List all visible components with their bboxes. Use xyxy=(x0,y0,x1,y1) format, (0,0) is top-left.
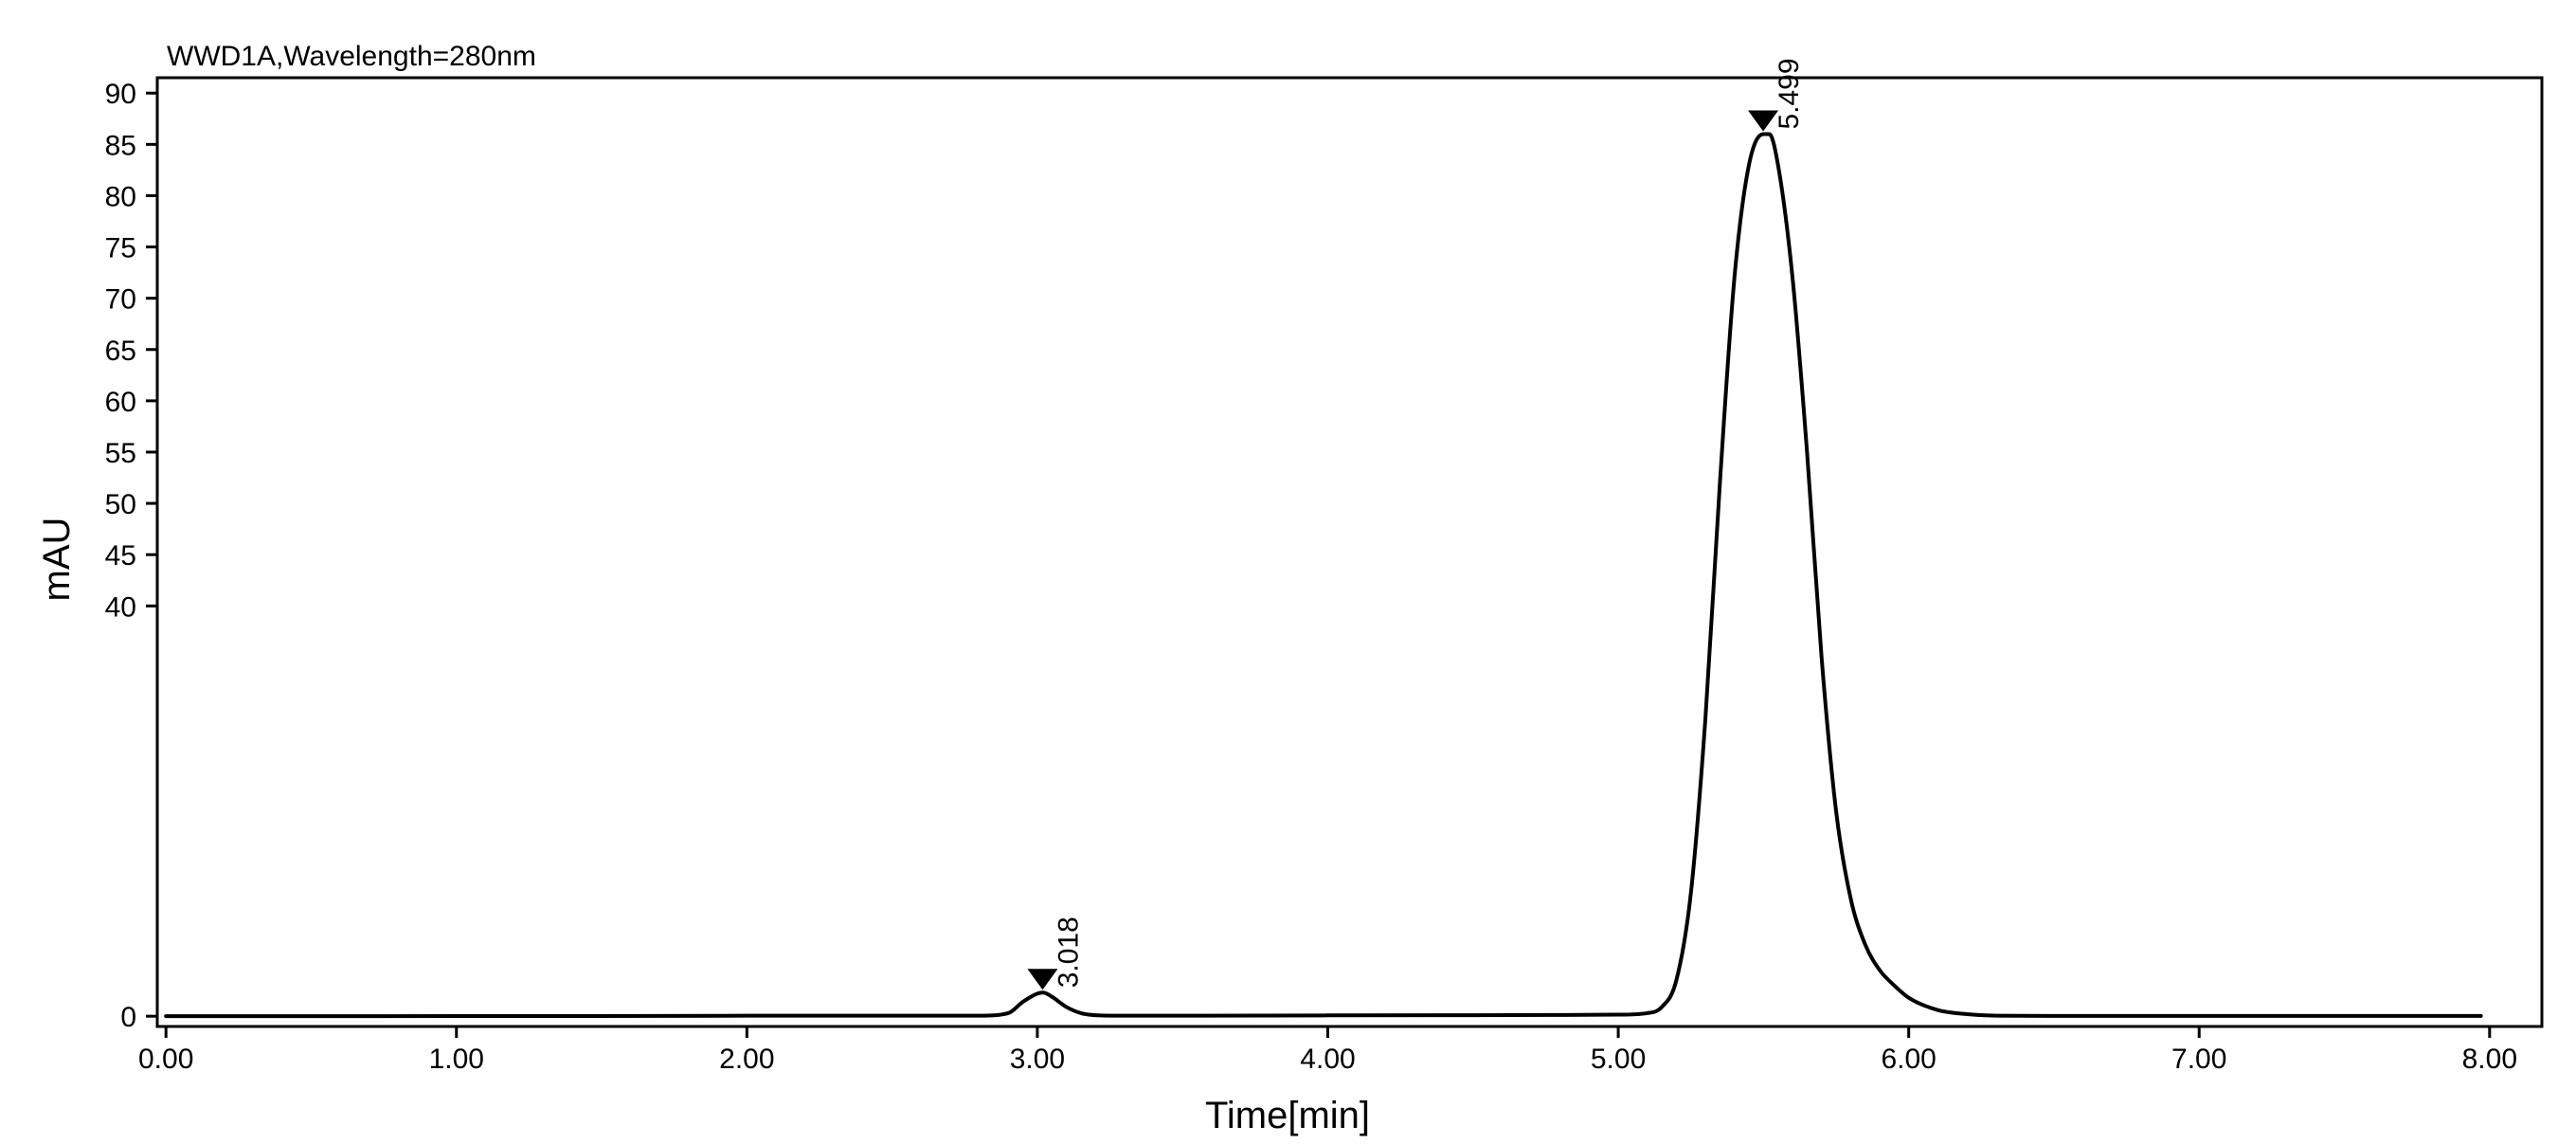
x-tick-label: 1.00 xyxy=(429,1044,484,1075)
x-axis: 0.00 1.00 2.00 3.00 4.00 5.00 6.00 7.00 8.00 xyxy=(138,1026,2517,1075)
x-tick-label: 5.00 xyxy=(1591,1044,1646,1075)
y-tick-label: 40 xyxy=(105,591,136,623)
y-tick-label: 85 xyxy=(105,130,136,161)
x-tick-label: 2.00 xyxy=(719,1044,774,1075)
x-tick-label: 3.00 xyxy=(1010,1044,1065,1075)
y-tick-label: 60 xyxy=(105,387,136,418)
x-axis-title: Time[min] xyxy=(1205,1095,1370,1136)
x-tick-label: 8.00 xyxy=(2462,1044,2517,1075)
signal-trace-line xyxy=(164,132,2483,1019)
x-tick-label: 7.00 xyxy=(2171,1044,2226,1075)
peak-marker xyxy=(1748,110,1779,132)
peak-label: 5.499 xyxy=(1774,58,1805,129)
y-tick-label: 50 xyxy=(105,489,136,520)
chart-title: WWD1A,Wavelength=280nm xyxy=(167,41,536,72)
y-tick-label: 55 xyxy=(105,438,136,469)
y-tick-label: 75 xyxy=(105,233,136,264)
plot-frame xyxy=(155,76,2544,1028)
peak-markers: 3.018 5.499 xyxy=(1027,58,1805,990)
y-axis-title: mAU xyxy=(36,518,78,602)
x-tick-label: 0.00 xyxy=(138,1044,193,1075)
y-tick-label: 65 xyxy=(105,336,136,367)
y-tick-label: 45 xyxy=(105,540,136,572)
y-tick-label: 80 xyxy=(105,181,136,212)
y-tick-label: 0 xyxy=(120,1002,136,1033)
x-tick-label: 4.00 xyxy=(1300,1044,1355,1075)
y-axis: 0 40 45 50 55 60 65 70 75 80 85 90 xyxy=(105,79,157,1033)
peak-marker xyxy=(1027,969,1058,990)
y-tick-label: 70 xyxy=(105,284,136,316)
x-tick-label: 6.00 xyxy=(1881,1044,1936,1075)
peak-label: 3.018 xyxy=(1053,917,1084,988)
y-tick-label: 90 xyxy=(105,79,136,110)
